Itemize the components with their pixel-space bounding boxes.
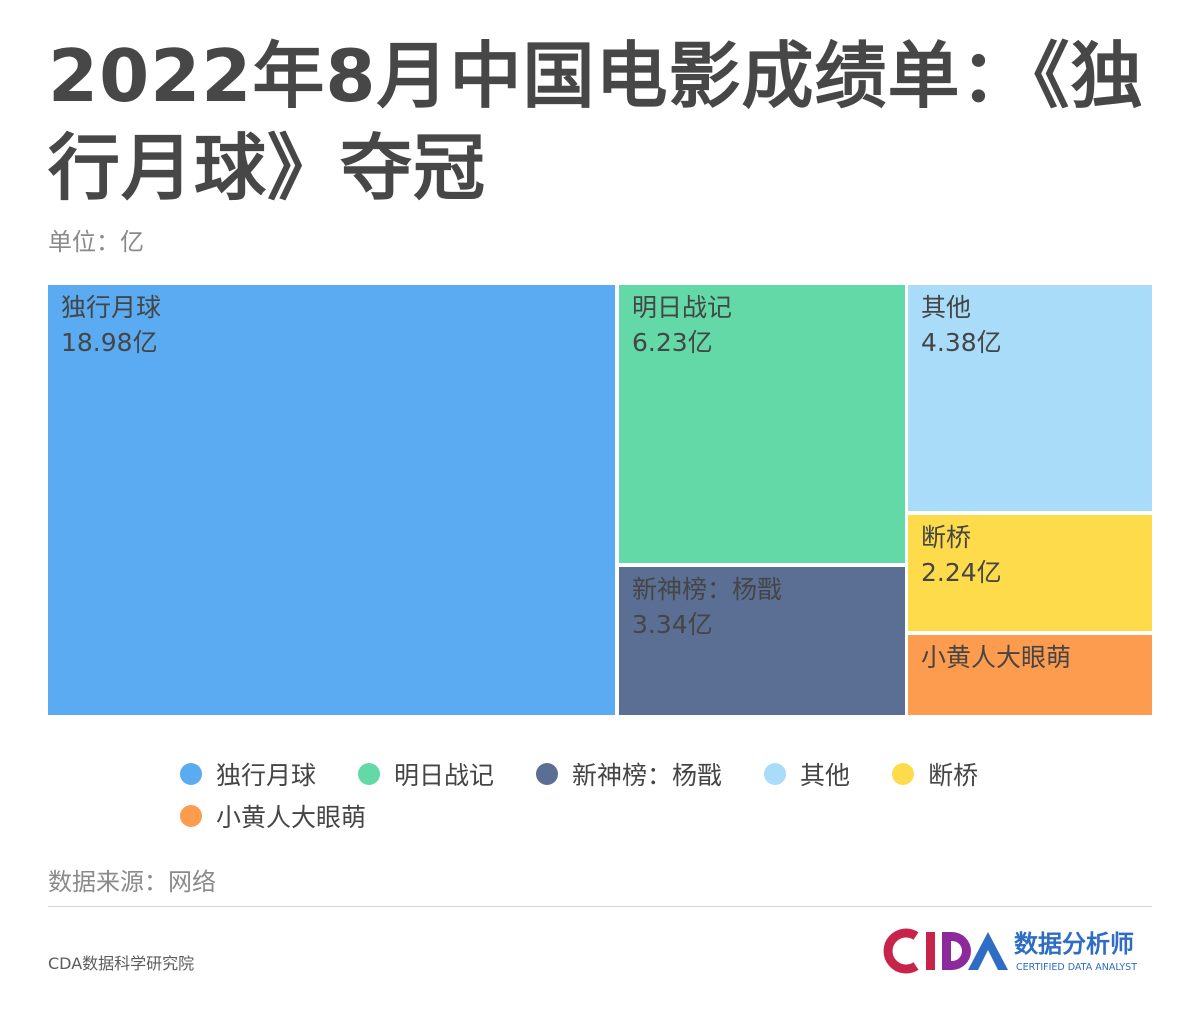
treemap-value-label: 6.23亿 (632, 328, 713, 357)
treemap-cell[interactable]: 其他 4.38亿 (908, 285, 1152, 511)
legend-dot-icon (892, 763, 915, 785)
treemap-rect[interactable] (908, 285, 1152, 511)
legend-item[interactable]: 独行月球 (180, 758, 316, 790)
legend-dot-icon (358, 763, 381, 785)
treemap-cell[interactable]: 独行月球 18.98亿 (48, 285, 615, 715)
legend-dot-icon (180, 763, 202, 785)
treemap-name-label: 明日战记 (632, 293, 732, 322)
treemap-cell[interactable]: 小黄人大眼萌 (908, 635, 1152, 715)
treemap-cell[interactable]: 新神榜：杨戬 3.34亿 (619, 567, 905, 715)
treemap-cell[interactable]: 明日战记 6.23亿 (619, 285, 905, 563)
unit-label: 单位：亿 (48, 228, 144, 256)
legend: 独行月球 明日战记 新神榜：杨戬 其他 断桥小黄人大眼萌 (180, 758, 1080, 832)
cda-logo: 数据分析师 CERTIFIED DATA ANALYST (876, 922, 1154, 978)
legend-dot-icon (536, 763, 559, 785)
treemap-value-label: 3.34亿 (632, 610, 713, 639)
treemap-rect[interactable] (908, 635, 1152, 715)
svg-text:CERTIFIED DATA ANALYST: CERTIFIED DATA ANALYST (1016, 962, 1137, 973)
legend-label: 明日战记 (394, 761, 495, 790)
treemap-value-label: 18.98亿 (61, 328, 158, 357)
treemap-cell[interactable]: 断桥 2.24亿 (908, 515, 1152, 631)
treemap-rect[interactable] (908, 515, 1152, 631)
treemap-name-label: 小黄人大眼萌 (921, 643, 1071, 672)
legend-dot-icon (764, 763, 787, 785)
legend-label: 其他 (800, 761, 851, 790)
legend-item[interactable]: 其他 (764, 758, 850, 790)
treemap-value-label: 4.38亿 (921, 328, 1002, 357)
chart-title: 2022年8月中国电影成绩单：《独行月球》夺冠 (48, 34, 1144, 210)
treemap-name-label: 独行月球 (61, 293, 161, 322)
institute-name: CDA数据科学研究院 (48, 954, 195, 973)
legend-label: 独行月球 (216, 761, 317, 790)
legend-dot-icon (180, 805, 202, 827)
legend-item[interactable]: 明日战记 (358, 758, 494, 790)
legend-label: 断桥 (928, 761, 979, 790)
treemap-rect[interactable] (48, 285, 615, 715)
legend-item[interactable]: 断桥 (892, 758, 978, 790)
treemap-chart: 独行月球 18.98亿 明日战记 6.23亿新神榜：杨戬 3.34亿 其他 4.38亿断桥 2… (48, 285, 1152, 715)
treemap-rect[interactable] (619, 567, 905, 715)
treemap-rect[interactable] (619, 285, 905, 563)
divider (48, 906, 1152, 907)
treemap-name-label: 新神榜：杨戬 (632, 575, 782, 604)
legend-label: 小黄人大眼萌 (216, 803, 367, 832)
legend-item[interactable]: 小黄人大眼萌 (180, 800, 366, 832)
treemap-name-label: 断桥 (921, 523, 971, 552)
data-source: 数据来源：网络 (48, 868, 216, 896)
legend-label: 新神榜：杨戬 (572, 761, 723, 790)
svg-text:数据分析师: 数据分析师 (1014, 930, 1134, 958)
legend-item[interactable]: 新神榜：杨戬 (536, 758, 722, 790)
treemap-value-label: 2.24亿 (921, 558, 1002, 587)
treemap-name-label: 其他 (921, 293, 971, 322)
